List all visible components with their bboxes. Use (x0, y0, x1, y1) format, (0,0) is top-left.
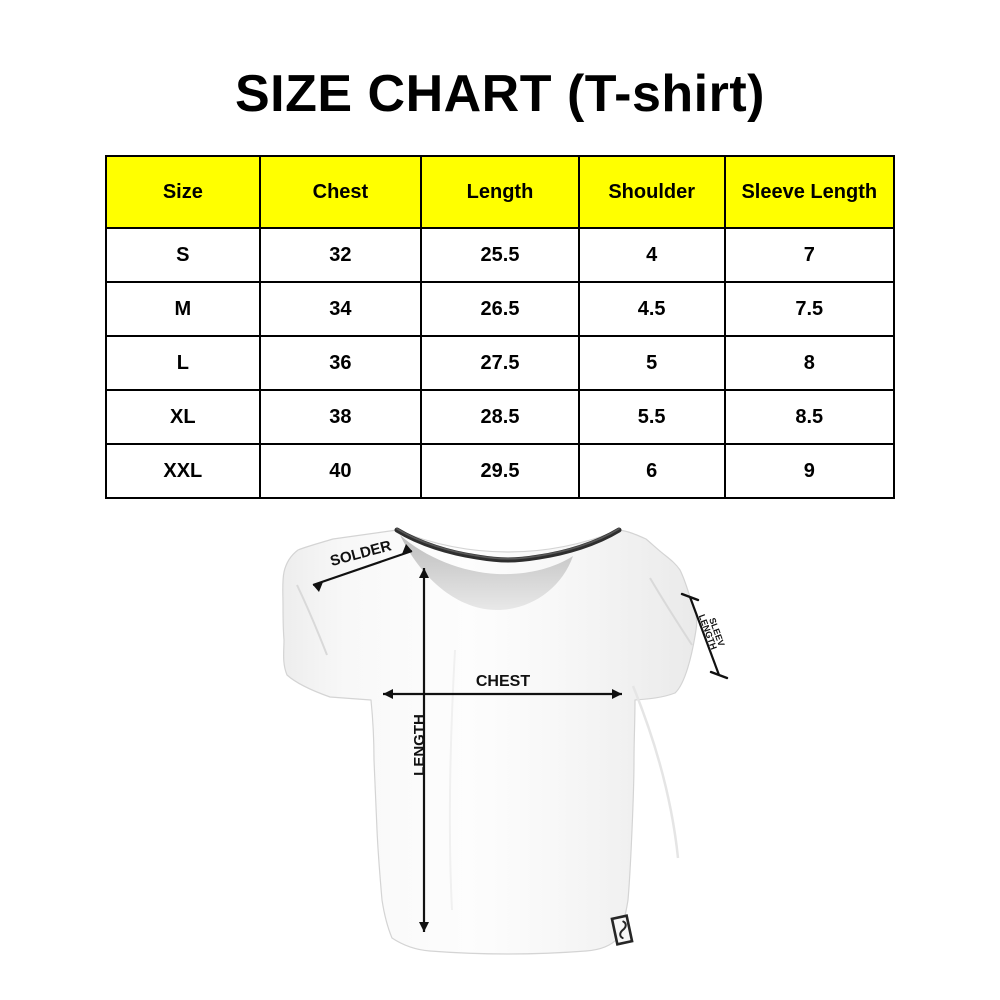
svg-text:CHEST: CHEST (476, 673, 530, 690)
svg-text:LENGTH: LENGTH (411, 714, 428, 776)
